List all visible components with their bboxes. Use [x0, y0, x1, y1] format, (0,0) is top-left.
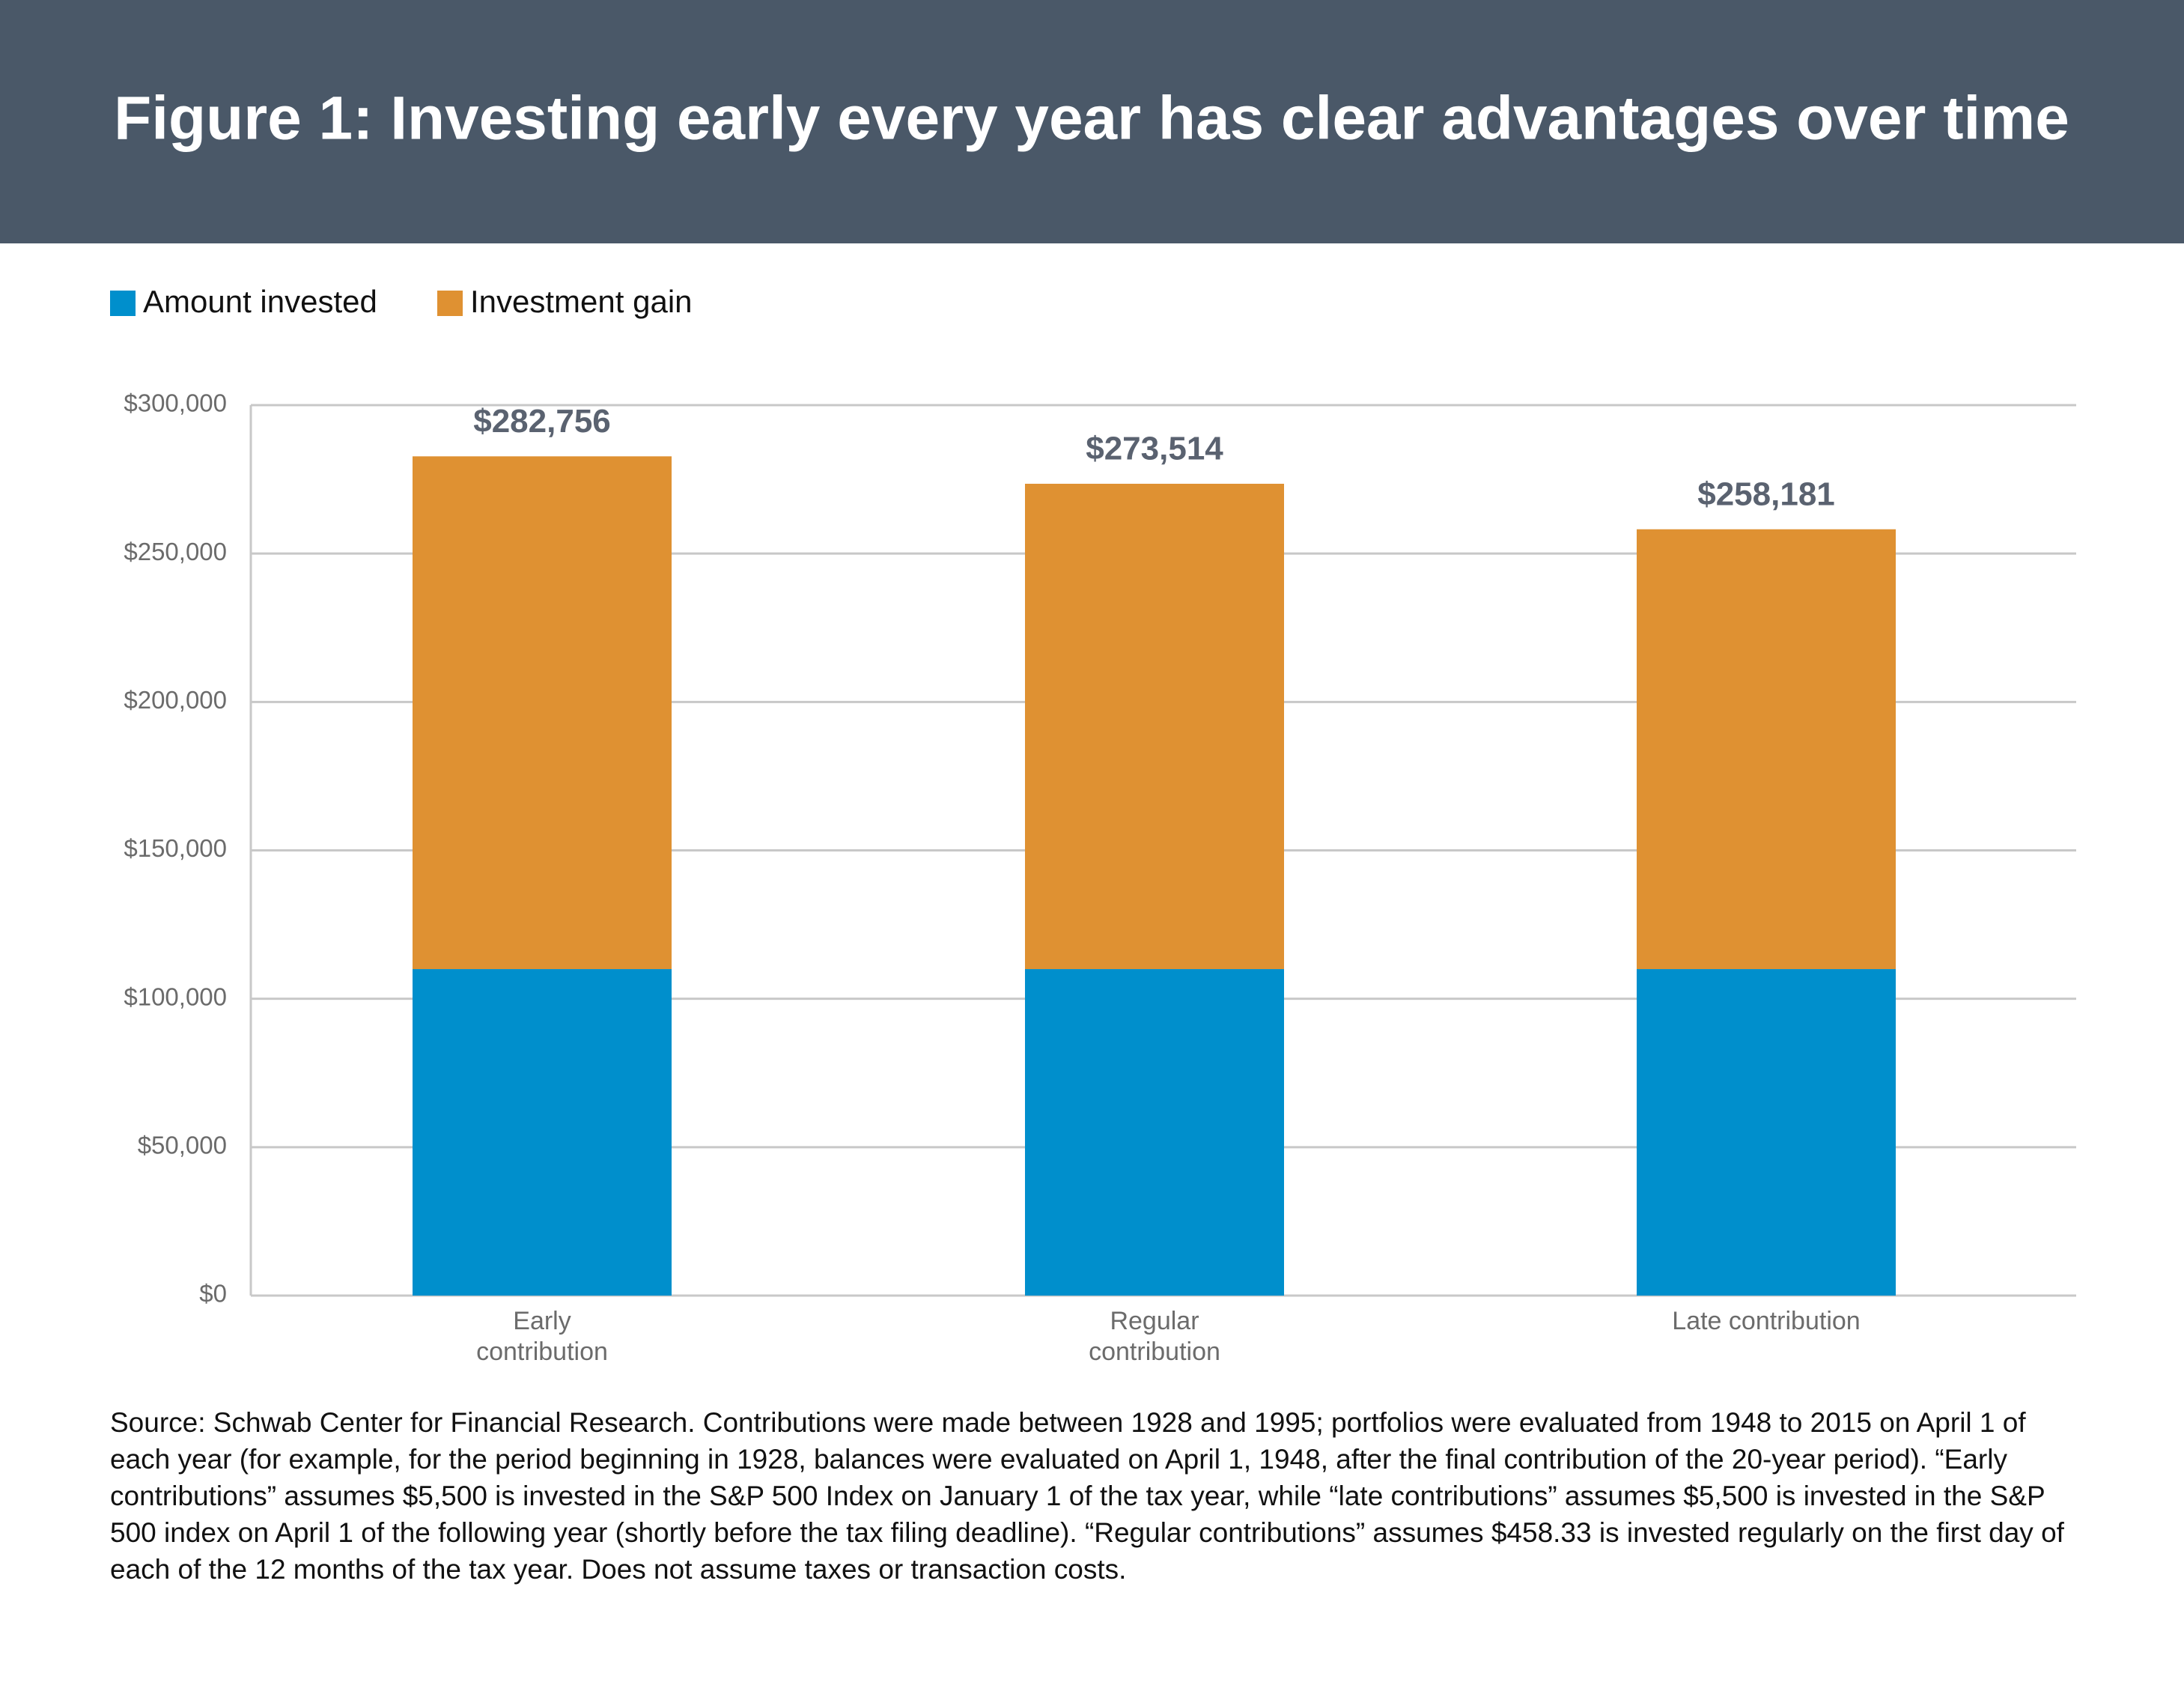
legend-label: Investment gain: [470, 284, 693, 319]
legend-swatch: [110, 291, 136, 316]
header-band: [0, 0, 2184, 243]
total-label: $258,181: [1697, 476, 1835, 512]
total-label: $282,756: [473, 403, 611, 440]
total-label: $273,514: [1086, 431, 1223, 467]
legend-swatch: [437, 291, 463, 316]
y-tick-label: $150,000: [124, 834, 227, 862]
bar-segment: [1025, 969, 1284, 1296]
y-tick-label: $300,000: [124, 389, 227, 417]
bar-segment: [413, 969, 672, 1296]
bar-segment: [1025, 483, 1284, 970]
bar-segment: [413, 456, 672, 970]
source-note: Source: Schwab Center for Financial Rese…: [110, 1407, 2064, 1585]
y-tick-label: $200,000: [124, 686, 227, 714]
legend-label: Amount invested: [143, 284, 377, 319]
bar-segment: [1637, 529, 1896, 970]
x-tick-label: Early contribution: [476, 1307, 608, 1366]
y-tick-label: $0: [199, 1280, 227, 1308]
x-tick-label: Late contribution: [1672, 1307, 1861, 1335]
x-tick-label: Regular contribution: [1089, 1307, 1220, 1366]
y-tick-label: $50,000: [138, 1132, 227, 1159]
y-tick-label: $250,000: [124, 538, 227, 565]
bar-segment: [1637, 969, 1896, 1296]
y-tick-label: $100,000: [124, 983, 227, 1010]
chart-title: Figure 1: Investing early every year has…: [114, 85, 2069, 153]
